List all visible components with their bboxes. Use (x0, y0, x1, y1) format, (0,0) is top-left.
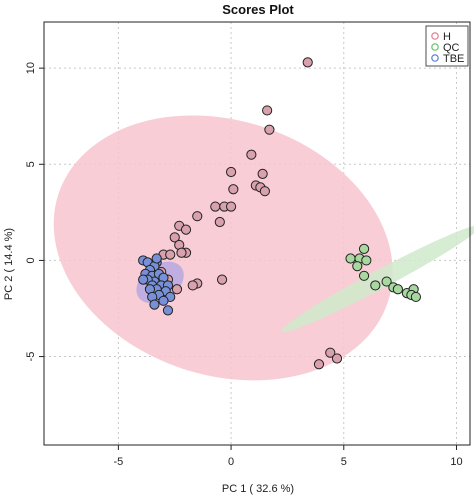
point-qc (358, 243, 370, 254)
point-h (176, 247, 187, 258)
point-h (210, 201, 221, 212)
point-qc (392, 284, 403, 295)
plot-border (43, 21, 471, 446)
point-h (165, 249, 176, 260)
point-qc (361, 255, 372, 266)
point-h (325, 347, 336, 358)
y-tick-label: 5 (25, 161, 37, 167)
point-h (216, 274, 228, 285)
point-qc (352, 261, 363, 272)
point-qc (345, 253, 356, 264)
point-qc (358, 270, 370, 281)
legend-marker-h (431, 32, 439, 40)
y-tick-label: 0 (25, 257, 37, 263)
legend-label-tbe: TBE (443, 53, 464, 65)
legend-label-qc: QC (443, 42, 460, 54)
point-qc (381, 276, 392, 287)
point-h (331, 353, 343, 364)
point-h (225, 166, 237, 178)
point-h (246, 149, 257, 160)
x-tick-label: 0 (228, 456, 234, 468)
data-points (138, 57, 422, 370)
point-tbe (138, 274, 149, 285)
point-h (171, 284, 183, 295)
y-tick-label: 10 (25, 62, 37, 74)
point-h (257, 168, 268, 179)
legend-marker-qc (431, 43, 439, 51)
y-tick-label: -5 (25, 352, 37, 362)
point-h (302, 57, 313, 68)
point-h (180, 224, 192, 235)
confidence-ellipses (53, 115, 474, 381)
chart-title: Scores Plot (222, 2, 294, 17)
point-h (214, 216, 225, 228)
legend-box (425, 25, 469, 67)
x-axis-label: PC 1 ( 32.6 %) (222, 483, 294, 495)
point-h (192, 211, 203, 222)
point-qc (410, 291, 422, 303)
axes: -5 0 5 10 -5 0 5 10 (25, 62, 463, 468)
point-h (262, 105, 273, 116)
legend-marker-tbe (431, 54, 439, 62)
point-tbe (162, 305, 174, 316)
point-qc (370, 280, 381, 291)
point-h (187, 280, 198, 291)
x-tick-label: -5 (113, 456, 123, 468)
legend-label-h: H (443, 31, 451, 43)
point-tbe (151, 253, 162, 264)
x-tick-label: 5 (341, 456, 347, 468)
point-h (169, 232, 180, 243)
ellipse-qc (281, 225, 474, 333)
y-axis-label: PC 2 ( 14.4 %) (3, 228, 15, 300)
point-h (313, 359, 325, 370)
point-h (225, 201, 237, 212)
point-h (264, 124, 275, 135)
point-tbe (158, 295, 169, 306)
point-h (228, 184, 239, 195)
point-tbe (149, 299, 160, 310)
point-h (259, 186, 270, 197)
x-tick-label: 10 (450, 456, 462, 468)
